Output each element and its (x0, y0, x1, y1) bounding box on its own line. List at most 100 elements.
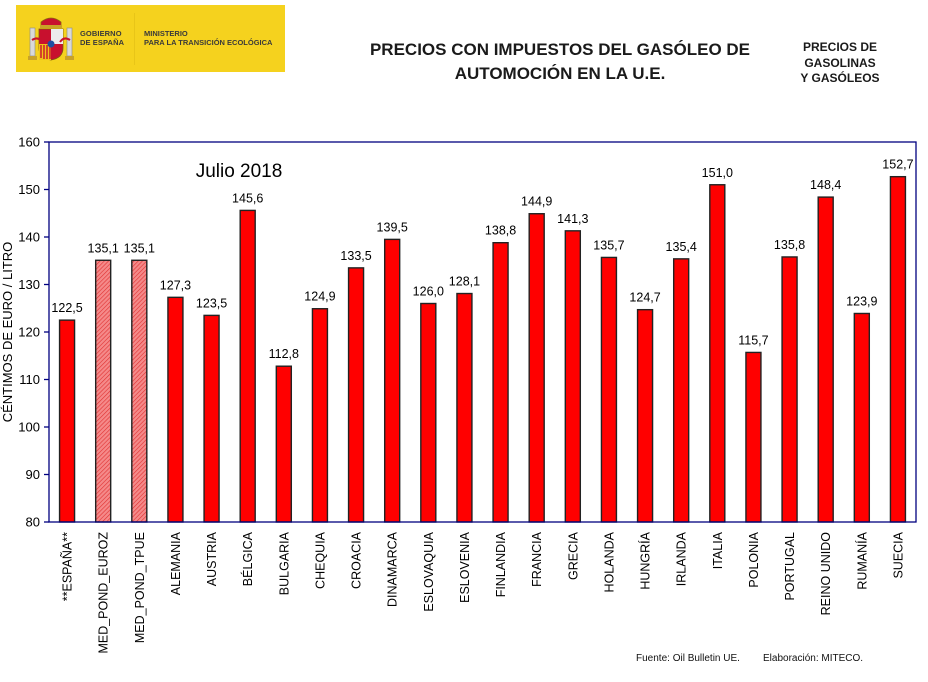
bar-value-label: 135,8 (774, 238, 805, 252)
bar-polonia (745, 351, 762, 523)
x-tick-label: BULGARIA (277, 531, 291, 595)
section-title-line-3: Y GASÓLEOS (800, 71, 880, 85)
y-tick-label: 110 (19, 372, 40, 387)
section-title-line-2: GASOLINAS (804, 55, 876, 70)
bar-austria (203, 314, 220, 523)
bar-value-label: 128,1 (449, 275, 480, 289)
source-note: Fuente: Oil Bulletin UE. (636, 653, 740, 664)
bar-españa (58, 319, 76, 523)
bar-value-label: 133,5 (340, 249, 371, 263)
bar-francia (528, 213, 545, 523)
government-line-1: GOBIERNO (80, 29, 122, 38)
bar-bulgaria (275, 365, 293, 523)
bar-value-label: 135,7 (593, 238, 624, 252)
government-banner: GOBIERNO DE ESPAÑA MINISTERIO PARA LA TR… (16, 5, 285, 72)
bar-value-label: 123,5 (196, 296, 227, 310)
x-tick-label: REINO UNIDO (819, 532, 833, 616)
bar-value-label: 152,7 (882, 158, 913, 172)
bar-value-label: 124,9 (304, 290, 335, 304)
page-title: PRECIOS CON IMPUESTOS DEL GASÓLEO DE AUT… (340, 38, 780, 86)
section-title-line-1: PRECIOS DE (802, 40, 877, 54)
x-tick-label: ITALIA (711, 531, 725, 569)
bar-value-label: 151,0 (702, 166, 733, 180)
y-tick-label: 90 (26, 467, 40, 482)
bar-value-label: 135,4 (666, 240, 697, 254)
y-axis-label: CÉNTIMOS DE EURO / LITRO (0, 242, 15, 423)
bar-hungría (636, 308, 654, 523)
x-tick-label: **ESPAÑA** (61, 532, 75, 601)
x-tick-label: GRECIA (566, 531, 580, 580)
x-tick-label: FINLANDIA (494, 531, 508, 597)
elaboration-note: Elaboración: MITECO. (763, 653, 864, 664)
bar-value-label: 112,8 (269, 347, 299, 361)
bar-irlanda (672, 258, 690, 523)
y-tick-label: 80 (26, 515, 40, 530)
coat-of-arms-icon (28, 17, 74, 61)
bar-dinamarca (383, 238, 401, 523)
bar-grecia (564, 230, 582, 523)
x-tick-label: MED_POND_EUROZ (97, 532, 111, 654)
ministry-line-1: MINISTERIO (144, 29, 188, 38)
x-tick-label: HOLANDA (602, 531, 616, 592)
bar-reino-unido (817, 196, 834, 523)
bar-value-label: 123,9 (846, 294, 877, 308)
bar-eslovenia (456, 292, 473, 523)
section-title: PRECIOS DE GASOLINAS Y GASÓLEOS (790, 40, 890, 87)
bar-med-pond-tpue (131, 259, 148, 523)
bar-italia (709, 184, 726, 523)
bar-value-label: 141,3 (557, 212, 588, 226)
x-tick-label: ALEMANIA (169, 531, 183, 595)
bar-value-label: 124,7 (629, 291, 660, 305)
x-tick-label: DINAMARCA (386, 531, 400, 607)
bar-value-label: 127,3 (160, 278, 191, 292)
x-tick-label: MED_POND_TPUE (133, 532, 147, 643)
bar-med-pond-euroz (94, 259, 112, 523)
x-tick-label: FRANCIA (530, 531, 544, 587)
axis-layer: 80 90 100 110 120 130 140 150 160 **ESPAÑA** MED_P… (18, 135, 917, 654)
bar-croacia (347, 267, 365, 523)
bar-value-label: 115,7 (738, 333, 768, 347)
y-tick-label: 160 (18, 135, 40, 150)
y-tick-label: 100 (18, 420, 40, 435)
x-tick-label: POLONIA (747, 531, 761, 587)
bar-value-label: 126,0 (413, 285, 444, 299)
bars-layer: 122,5 135,1 135,1 127,3 123,5 145,6 112,8 124,9… (51, 158, 914, 523)
banner-divider (134, 13, 135, 65)
government-line-2: DE ESPAÑA (80, 38, 125, 47)
bar-rumanía (853, 312, 871, 523)
x-tick-label: CHEQUIA (313, 531, 327, 589)
government-name: GOBIERNO DE ESPAÑA (80, 29, 124, 47)
x-tick-label: RUMANÍA (854, 531, 869, 589)
bar-value-label: 138,8 (485, 224, 516, 238)
bar-value-label: 148,4 (810, 178, 841, 192)
chart-title: Julio 2018 (196, 161, 283, 182)
bar-portugal (781, 256, 798, 523)
bar-suecia (889, 175, 907, 523)
y-tick-label: 120 (18, 325, 40, 340)
bar-value-label: 145,6 (232, 191, 263, 205)
bar-value-label: 135,1 (124, 241, 155, 255)
x-tick-label: SUECIA (891, 531, 905, 578)
ministry-name: MINISTERIO PARA LA TRANSICIÓN ECOLÓGICA (144, 29, 272, 47)
bar-value-label: 122,5 (51, 301, 82, 315)
y-tick-label: 140 (18, 230, 40, 245)
x-tick-label: ESLOVAQUIA (422, 531, 436, 611)
x-tick-label: ESLOVENIA (458, 531, 472, 603)
bar-bélgica (239, 209, 256, 523)
bar-eslovaquia (420, 302, 437, 523)
bar-value-label: 144,9 (521, 195, 552, 209)
y-tick-label: 150 (18, 182, 40, 197)
bar-chequia (311, 308, 329, 523)
bar-value-label: 135,1 (88, 241, 119, 255)
x-tick-label: CROACIA (350, 531, 364, 589)
page-title-line-2: AUTOMOCIÓN EN LA U.E. (454, 64, 666, 83)
x-tick-label: PORTUGAL (783, 532, 797, 601)
ministry-line-2: PARA LA TRANSICIÓN ECOLÓGICA (144, 38, 273, 47)
x-tick-label: BÉLGICA (240, 531, 255, 586)
x-tick-label: IRLANDA (675, 531, 689, 586)
x-tick-label: HUNGRÍA (638, 531, 653, 589)
y-tick-label: 130 (18, 277, 40, 292)
x-tick-label: AUSTRIA (205, 531, 219, 586)
bar-value-label: 139,5 (377, 220, 408, 234)
